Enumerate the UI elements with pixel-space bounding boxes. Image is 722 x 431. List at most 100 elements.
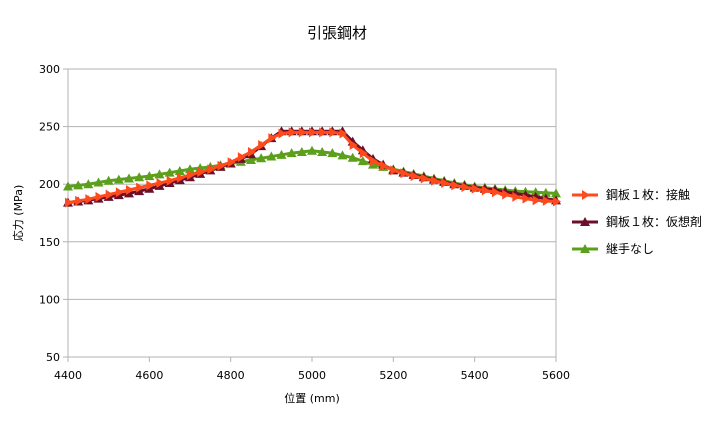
x-tick-label: 4400 [54,369,82,382]
data-point [481,185,490,196]
data-point [370,156,378,167]
data-point [420,173,429,184]
data-point [329,127,338,138]
data-point [83,179,94,189]
data-point [113,174,124,184]
y-tick-label: 250 [39,121,60,134]
data-point [390,165,399,176]
data-point [237,152,246,163]
x-tick-label: 5000 [298,369,326,382]
legend-item: 鋼板１枚：接触 [572,187,690,202]
x-tick-label: 5200 [379,369,407,382]
data-point [115,187,124,198]
data-point [156,178,165,189]
data-point [347,152,358,162]
data-point [327,148,338,158]
data-point [134,172,145,182]
data-point [319,127,328,138]
y-tick-label: 300 [39,63,60,76]
y-tick-label: 150 [39,236,60,249]
data-point [357,156,368,166]
data-point [258,140,267,151]
data-point [410,171,419,182]
x-tick-label: 4600 [135,369,163,382]
data-point [124,173,134,183]
data-point [288,127,297,138]
data-point [431,175,439,186]
data-point [349,140,358,151]
legend-item: 継手なし [572,241,654,256]
chart-title: 引張鋼材 [307,24,367,42]
x-tick-label: 5600 [542,369,570,382]
plot-area-border [67,68,557,358]
data-point [359,148,368,159]
data-point [227,157,236,168]
data-point [400,168,409,179]
y-tick-label: 200 [39,178,60,191]
data-point [174,165,185,175]
data-point [502,189,511,200]
data-point [154,169,165,179]
series-0 [63,126,561,207]
data-point [103,175,114,185]
data-point [266,151,277,161]
x-axis-ticks: 4400 4600 4800 5000 5200 5400 5600 [54,357,570,382]
data-point [580,217,590,226]
series-layer [63,126,561,208]
data-point [582,190,590,200]
data-point [126,184,134,195]
data-point [207,164,216,175]
data-point [339,128,348,139]
data-point [580,244,590,253]
data-point [471,183,480,194]
data-point [451,180,460,191]
legend-label: 鋼板１枚：接触 [606,187,690,202]
data-point [461,182,470,193]
data-point [217,160,226,171]
legend-label: 継手なし [606,241,654,256]
data-point [532,195,541,206]
grid-lines [68,68,556,358]
data-point [542,195,551,206]
data-point [307,145,317,155]
data-point [246,155,256,165]
data-point [530,187,541,197]
data-point [85,194,94,205]
data-point [512,191,521,202]
y-tick-label: 100 [39,293,60,306]
data-point [296,146,307,156]
data-point [337,150,348,160]
data-point [73,180,84,190]
y-axis-label: 応力 (MPa) [11,185,25,241]
data-point [144,171,155,181]
data-point [197,167,206,178]
data-point [553,196,561,207]
y-tick-label: 50 [46,351,60,364]
data-point [136,182,145,193]
series-1 [65,127,561,208]
data-point [522,193,531,204]
x-tick-label: 5400 [461,369,489,382]
data-point [492,187,500,198]
data-point [256,153,267,163]
data-point [63,181,73,191]
data-point [105,189,114,200]
x-axis-label: 位置 (mm) [284,391,340,405]
data-point [551,188,561,198]
data-point [75,195,84,206]
data-point [298,127,307,138]
data-point [276,149,287,159]
legend-label: 鋼板１枚：仮想剤 [606,214,702,229]
data-point [248,146,256,157]
data-point [166,175,175,186]
data-point [540,187,551,197]
data-point [268,133,277,144]
data-point [309,127,317,138]
data-point [164,167,175,177]
data-point [441,178,450,189]
data-point [95,191,104,202]
data-point [286,148,297,158]
data-point [65,197,73,208]
x-tick-label: 4800 [217,369,245,382]
